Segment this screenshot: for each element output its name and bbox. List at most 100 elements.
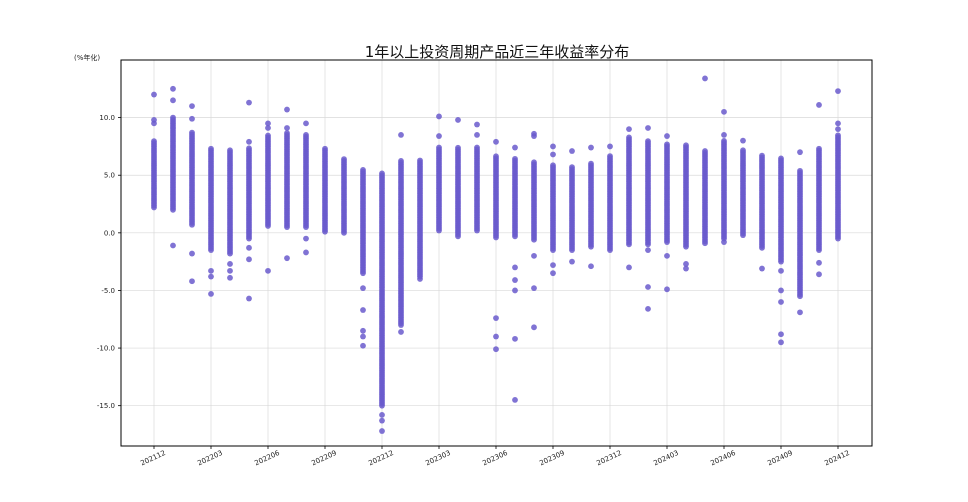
plot-frame xyxy=(120,59,873,447)
month-points-202309 xyxy=(550,143,556,277)
data-point-outlier xyxy=(246,138,252,145)
data-point xyxy=(189,129,195,136)
data-point-outlier xyxy=(417,276,423,282)
data-point xyxy=(645,138,651,145)
data-point-outlier xyxy=(607,143,613,150)
x-tick-label: 202112 xyxy=(139,449,167,468)
data-point-outlier xyxy=(512,144,518,151)
month-points-202410 xyxy=(797,149,803,316)
x-tick-label: 202309 xyxy=(538,449,566,468)
x-tick-label: 202203 xyxy=(196,449,224,468)
month-points-202301 xyxy=(398,131,404,335)
month-points-202202 xyxy=(189,103,195,285)
data-point xyxy=(227,147,233,154)
data-point-outlier xyxy=(664,286,670,293)
data-point-outlier xyxy=(151,91,157,98)
data-point-outlier xyxy=(493,333,499,340)
data-point-outlier xyxy=(512,277,518,283)
data-point xyxy=(303,131,309,138)
data-point xyxy=(208,145,214,152)
month-points-202412 xyxy=(835,88,841,242)
data-point-outlier xyxy=(360,333,366,340)
data-point-outlier xyxy=(835,120,841,127)
data-point-outlier xyxy=(227,261,233,267)
data-point-outlier xyxy=(189,103,195,109)
data-point-outlier xyxy=(189,250,195,257)
data-point xyxy=(588,160,594,167)
data-point xyxy=(797,167,803,174)
data-point-outlier xyxy=(246,244,252,251)
data-point xyxy=(569,164,575,171)
month-points-202307 xyxy=(512,144,518,403)
data-point xyxy=(512,155,518,162)
month-points-202409 xyxy=(778,155,784,346)
data-point-outlier xyxy=(512,264,518,271)
month-points-202312 xyxy=(607,143,613,254)
data-point-outlier xyxy=(208,267,214,274)
y-axis-ticks: -15.0 -10.0 -5.0 0.0 5.0 10.0 xyxy=(97,114,121,410)
month-points-202204 xyxy=(227,147,233,281)
data-point-outlier xyxy=(531,252,537,259)
data-point xyxy=(702,148,708,154)
data-point-outlier xyxy=(512,335,518,342)
data-point xyxy=(341,156,347,162)
month-points-202209 xyxy=(322,145,328,235)
data-point xyxy=(474,144,480,151)
data-point-outlier xyxy=(664,133,670,139)
data-point-outlier xyxy=(208,291,214,297)
data-point-outlier xyxy=(436,133,442,139)
data-point-outlier xyxy=(531,285,537,292)
data-point-outlier xyxy=(721,108,727,115)
data-point xyxy=(493,153,499,160)
data-point-outlier xyxy=(721,131,727,138)
data-point xyxy=(664,141,670,148)
data-point-outlier xyxy=(474,121,480,128)
data-point-outlier xyxy=(512,287,518,294)
data-point xyxy=(550,162,556,169)
month-points-202206 xyxy=(265,120,271,274)
y-tick-label: -10.0 xyxy=(97,345,115,353)
data-point-outlier xyxy=(797,309,803,316)
data-point-outlier xyxy=(626,126,632,133)
data-point xyxy=(778,155,784,162)
data-point-outlier xyxy=(265,125,271,131)
x-tick-label: 202403 xyxy=(652,449,680,468)
data-point-outlier xyxy=(493,138,499,145)
data-point-outlier xyxy=(379,411,385,418)
chart-title: 1年以上投资周期产品近三年收益率分布 xyxy=(365,43,630,61)
month-points-202405 xyxy=(702,75,708,247)
data-point-outlier xyxy=(189,115,195,122)
data-point-outlier xyxy=(778,339,784,346)
data-point-outlier xyxy=(493,346,499,353)
month-points-202201 xyxy=(170,85,176,249)
month-points-202302 xyxy=(417,157,423,282)
data-point xyxy=(322,145,328,152)
data-point xyxy=(835,132,841,139)
data-point-outlier xyxy=(588,263,594,270)
month-points-202401 xyxy=(626,126,632,271)
data-point xyxy=(284,130,290,136)
data-point xyxy=(417,157,423,164)
data-point-outlier xyxy=(151,117,157,123)
x-tick-label: 202209 xyxy=(310,449,338,468)
data-point-outlier xyxy=(170,85,176,92)
data-point-outlier xyxy=(246,99,252,106)
data-point xyxy=(360,167,366,173)
data-point-outlier xyxy=(797,149,803,156)
y-tick-label: 0.0 xyxy=(104,229,115,237)
month-points-202303 xyxy=(436,113,442,234)
y-tick-label: -15.0 xyxy=(97,402,115,410)
month-points-202406 xyxy=(721,108,727,245)
data-point-outlier xyxy=(360,285,366,292)
month-points-202402 xyxy=(645,125,651,312)
y-axis-unit-label: (%年化) xyxy=(74,53,100,62)
x-tick-label: 202303 xyxy=(424,449,452,468)
data-point-outlier xyxy=(550,151,556,158)
data-point-outlier xyxy=(835,88,841,95)
x-axis-ticks: 202112 202203 202206 202209 202212 202303 2023… xyxy=(139,446,851,467)
data-point xyxy=(151,138,157,145)
month-points-202212 xyxy=(379,170,385,434)
data-point-outlier xyxy=(227,267,233,274)
data-point xyxy=(436,144,442,151)
data-point-outlier xyxy=(246,295,252,302)
